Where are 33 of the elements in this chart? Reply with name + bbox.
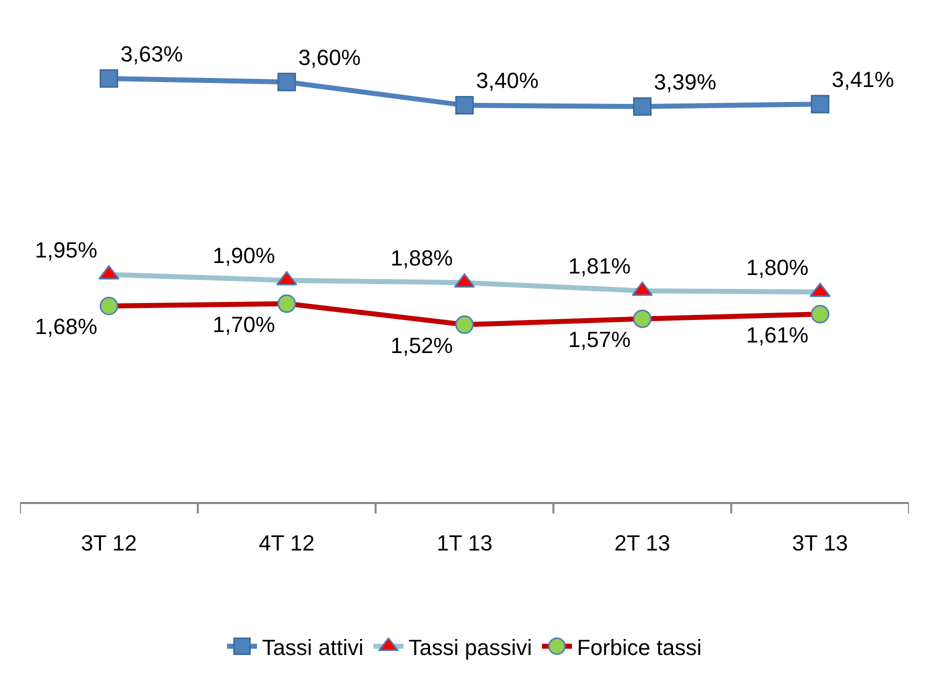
- point: [810, 304, 830, 324]
- point: [455, 96, 474, 115]
- data-label: 1,88%: [390, 246, 453, 271]
- data-label: 3,39%: [654, 69, 716, 94]
- point: [455, 315, 474, 334]
- x-tick-label: 3T 13: [792, 530, 848, 556]
- point: [277, 72, 296, 92]
- point: [277, 294, 296, 313]
- data-label: 1,57%: [568, 326, 631, 352]
- data-label: 3,40%: [476, 68, 539, 94]
- data-label: 1,81%: [568, 254, 631, 279]
- data-label: 3,41%: [832, 67, 894, 92]
- point: [100, 296, 118, 316]
- point: [633, 310, 652, 328]
- x-tick-label: 1T 13: [436, 530, 492, 556]
- legend-label: Tassi attivi: [262, 634, 364, 660]
- point: [810, 94, 830, 114]
- data-label: 1,95%: [34, 237, 98, 262]
- data-label: 1,61%: [746, 322, 808, 348]
- data-label: 3,63%: [120, 41, 183, 66]
- data-label: 3,60%: [298, 44, 361, 70]
- legend-label: Tassi passivi: [408, 634, 532, 660]
- data-label: 1,90%: [212, 243, 276, 268]
- x-tick-label: 2T 13: [614, 530, 670, 556]
- legend-label: Forbice tassi: [576, 634, 702, 660]
- data-label: 1,52%: [390, 332, 453, 358]
- x-tick-label: 3T 12: [80, 530, 137, 556]
- data-label: 1,68%: [34, 314, 98, 340]
- point: [633, 97, 652, 116]
- point: [100, 69, 118, 88]
- data-label: 1,80%: [746, 254, 808, 280]
- x-tick-label: 4T 12: [258, 530, 315, 556]
- data-label: 1,70%: [212, 312, 276, 337]
